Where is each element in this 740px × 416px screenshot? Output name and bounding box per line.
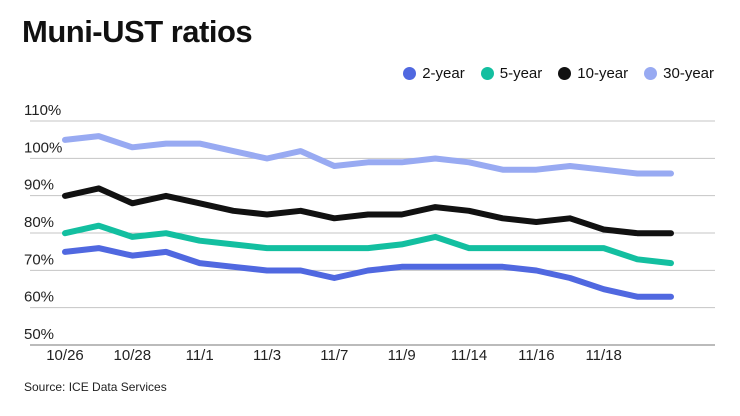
x-tick-label-11-16: 11/16 xyxy=(518,347,554,364)
x-tick-label-11-9: 11/9 xyxy=(388,347,416,364)
series-line-30-year xyxy=(62,133,674,177)
y-tick-label-80: 80% xyxy=(24,214,54,231)
legend-swatch-2-year xyxy=(403,67,417,80)
x-tick-label-10-26: 10/26 xyxy=(46,347,84,364)
legend-item-10-year: 10-year xyxy=(558,65,628,82)
x-tick-label-10-28: 10/28 xyxy=(114,347,152,364)
legend-swatch-10-year xyxy=(558,67,572,80)
series-line-5-year xyxy=(62,222,674,267)
y-tick-label-70: 70% xyxy=(24,251,54,268)
legend-swatch-5-year xyxy=(480,67,494,80)
y-tick-label-90: 90% xyxy=(24,177,54,194)
x-tick-label-11-3: 11/3 xyxy=(253,347,281,364)
series-line-2-year xyxy=(62,245,674,300)
y-tick-label-100: 100% xyxy=(24,139,62,156)
legend-label-2-year: 2-year xyxy=(422,65,465,82)
y-tick-label-50: 50% xyxy=(24,326,54,343)
legend: 2-year 5-year 10-year 30-year xyxy=(403,65,714,82)
chart-title: Muni-UST ratios xyxy=(22,14,253,49)
legend-label-10-year: 10-year xyxy=(577,65,629,82)
y-tick-label-60: 60% xyxy=(24,289,54,306)
legend-swatch-30-year xyxy=(644,67,658,80)
legend-item-2-year: 2-year xyxy=(403,65,465,82)
source-note: Source: ICE Data Services xyxy=(24,380,167,394)
x-tick-label-11-14: 11/14 xyxy=(451,347,487,364)
series-line-10-year xyxy=(62,185,674,237)
legend-item-5-year: 5-year xyxy=(480,65,543,82)
legend-item-30-year: 30-year xyxy=(644,65,714,82)
y-tick-label-110: 110% xyxy=(24,102,61,119)
legend-label-30-year: 30-year xyxy=(663,65,714,82)
legend-label-5-year: 5-year xyxy=(499,65,543,82)
x-tick-label-11-7: 11/7 xyxy=(320,347,348,364)
x-tick-label-11-1: 11/1 xyxy=(186,347,214,364)
x-tick-label-11-18: 11/18 xyxy=(585,347,621,364)
